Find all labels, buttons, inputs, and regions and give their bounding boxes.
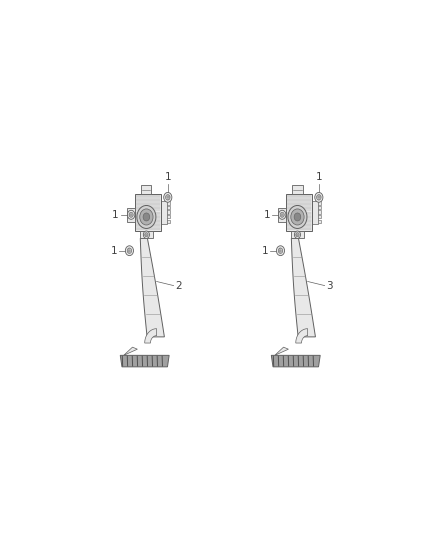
FancyBboxPatch shape (135, 194, 161, 231)
Text: 2: 2 (175, 280, 182, 290)
FancyBboxPatch shape (318, 211, 321, 214)
FancyBboxPatch shape (127, 207, 135, 222)
FancyBboxPatch shape (161, 201, 167, 224)
FancyBboxPatch shape (167, 211, 170, 214)
Circle shape (143, 213, 150, 221)
FancyBboxPatch shape (167, 220, 170, 223)
Polygon shape (296, 329, 307, 343)
Circle shape (288, 205, 307, 229)
Circle shape (166, 195, 170, 200)
FancyBboxPatch shape (141, 185, 152, 194)
FancyBboxPatch shape (318, 220, 321, 223)
FancyBboxPatch shape (291, 231, 304, 238)
Circle shape (140, 209, 153, 225)
Circle shape (137, 205, 156, 229)
FancyBboxPatch shape (167, 215, 170, 219)
FancyBboxPatch shape (318, 201, 321, 205)
Text: 1: 1 (112, 210, 119, 220)
Circle shape (294, 213, 301, 221)
Circle shape (279, 211, 286, 219)
Circle shape (294, 231, 300, 238)
Polygon shape (271, 356, 320, 367)
FancyBboxPatch shape (318, 215, 321, 219)
Circle shape (127, 211, 135, 219)
Circle shape (127, 248, 132, 253)
FancyBboxPatch shape (167, 201, 170, 205)
Circle shape (143, 231, 149, 238)
Circle shape (280, 212, 284, 217)
Circle shape (129, 212, 133, 217)
Circle shape (315, 192, 323, 202)
Circle shape (291, 209, 304, 225)
Polygon shape (120, 356, 169, 367)
Circle shape (164, 192, 172, 202)
FancyBboxPatch shape (318, 206, 321, 209)
FancyBboxPatch shape (278, 207, 286, 222)
Text: 3: 3 (326, 280, 333, 290)
Circle shape (278, 248, 283, 253)
FancyBboxPatch shape (293, 185, 303, 194)
Text: 1: 1 (110, 246, 117, 256)
Polygon shape (275, 347, 289, 356)
FancyBboxPatch shape (167, 206, 170, 209)
Polygon shape (124, 347, 138, 356)
FancyBboxPatch shape (140, 231, 153, 238)
Circle shape (276, 246, 285, 256)
Polygon shape (145, 329, 157, 343)
Circle shape (296, 233, 299, 237)
Polygon shape (140, 238, 164, 337)
Circle shape (317, 195, 321, 200)
Text: 1: 1 (263, 210, 270, 220)
FancyBboxPatch shape (286, 194, 312, 231)
Text: 1: 1 (165, 172, 171, 182)
FancyBboxPatch shape (312, 201, 318, 224)
Circle shape (125, 246, 134, 256)
Text: 1: 1 (315, 172, 322, 182)
Text: 1: 1 (261, 246, 268, 256)
Polygon shape (291, 238, 315, 337)
Circle shape (145, 233, 148, 237)
